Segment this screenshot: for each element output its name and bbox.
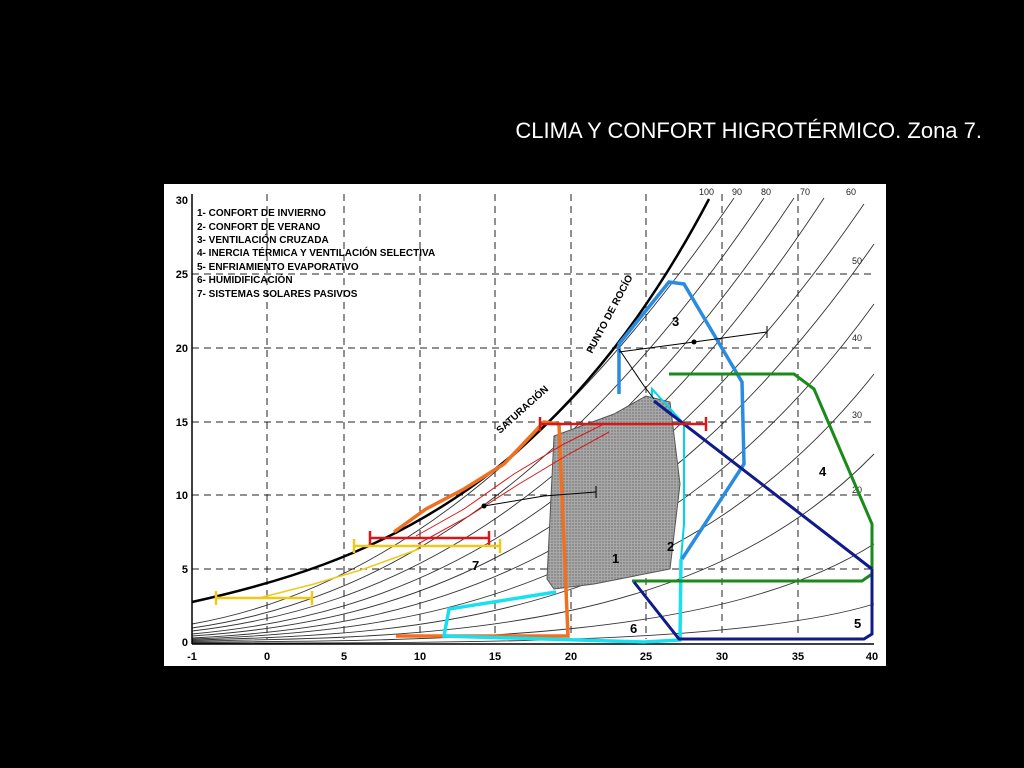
svg-text:3: 3 xyxy=(672,314,679,329)
svg-text:80: 80 xyxy=(761,187,771,197)
svg-text:40: 40 xyxy=(852,333,862,343)
zone-3-cross-ventilation xyxy=(617,280,746,560)
svg-text:50: 50 xyxy=(852,256,862,266)
svg-text:-1: -1 xyxy=(187,651,197,663)
rh-curves xyxy=(191,197,875,644)
svg-text:4: 4 xyxy=(819,464,827,479)
zone-4-thermal-inertia xyxy=(632,372,874,583)
slide-title: CLIMA Y CONFORT HIGROTÉRMICO. Zona 7. xyxy=(515,118,982,143)
svg-text:15: 15 xyxy=(176,417,188,429)
svg-text:10: 10 xyxy=(176,490,188,502)
legend: 1- CONFORT DE INVIERNO 2- CONFORT DE VER… xyxy=(197,208,435,300)
svg-text:6: 6 xyxy=(630,621,637,636)
svg-text:20: 20 xyxy=(176,343,188,355)
grid-lines xyxy=(192,194,874,639)
svg-text:5: 5 xyxy=(182,564,188,576)
svg-text:15: 15 xyxy=(489,651,501,663)
svg-text:35: 35 xyxy=(792,651,804,663)
svg-text:5: 5 xyxy=(854,616,861,631)
red-range-bars xyxy=(368,417,708,545)
svg-text:30: 30 xyxy=(176,195,188,207)
legend-item: 1- CONFORT DE INVIERNO xyxy=(197,208,326,219)
y-tick-labels: 0 5 10 15 20 25 30 xyxy=(176,195,188,649)
svg-text:25: 25 xyxy=(640,651,652,663)
legend-item: 3- VENTILACIÓN CRUZADA xyxy=(197,233,329,246)
svg-text:10: 10 xyxy=(414,651,426,663)
dew-point-label: PUNTO DE ROCÍO xyxy=(583,272,635,355)
zone-5-evaporative-cooling xyxy=(632,399,874,641)
svg-text:2: 2 xyxy=(667,539,674,554)
legend-item: 7- SISTEMAS SOLARES PASIVOS xyxy=(197,289,358,300)
svg-text:60: 60 xyxy=(846,187,856,197)
svg-text:25: 25 xyxy=(176,269,188,281)
svg-text:0: 0 xyxy=(264,651,270,663)
chart-svg: 0 5 10 15 20 25 30 -1 0 5 10 15 20 25 30… xyxy=(176,187,878,663)
svg-text:5: 5 xyxy=(341,651,347,663)
psychrometric-chart: 0 5 10 15 20 25 30 -1 0 5 10 15 20 25 30… xyxy=(164,184,886,666)
saturation-curve xyxy=(191,198,711,604)
x-tick-labels: -1 0 5 10 15 20 25 30 35 40 xyxy=(187,651,878,663)
svg-text:20: 20 xyxy=(565,651,577,663)
yellow-range-bars xyxy=(214,539,502,605)
svg-text:1: 1 xyxy=(612,551,619,566)
legend-item: 6- HUMIDIFICACIÓN xyxy=(197,273,293,286)
rh-labels: 100 90 80 70 60 50 40 30 20 xyxy=(699,187,862,495)
svg-text:90: 90 xyxy=(732,187,742,197)
zone-6-humidification xyxy=(441,558,683,644)
svg-text:0: 0 xyxy=(182,637,188,649)
svg-text:7: 7 xyxy=(472,558,479,573)
zone-number-labels: 3 4 1 2 5 6 7 xyxy=(472,314,861,636)
zone-7-passive-solar xyxy=(392,420,570,638)
svg-text:30: 30 xyxy=(852,410,862,420)
svg-text:100: 100 xyxy=(699,187,714,197)
legend-item: 2- CONFORT DE VERANO xyxy=(197,222,321,233)
svg-text:40: 40 xyxy=(866,651,878,663)
legend-item: 5- ENFRIAMIENTO EVAPORATIVO xyxy=(197,262,359,273)
legend-item: 4- INERCIA TÉRMICA Y VENTILACIÓN SELECTI… xyxy=(197,246,435,259)
svg-text:70: 70 xyxy=(800,187,810,197)
svg-text:30: 30 xyxy=(716,651,728,663)
zone-1-winter-comfort xyxy=(546,395,681,590)
